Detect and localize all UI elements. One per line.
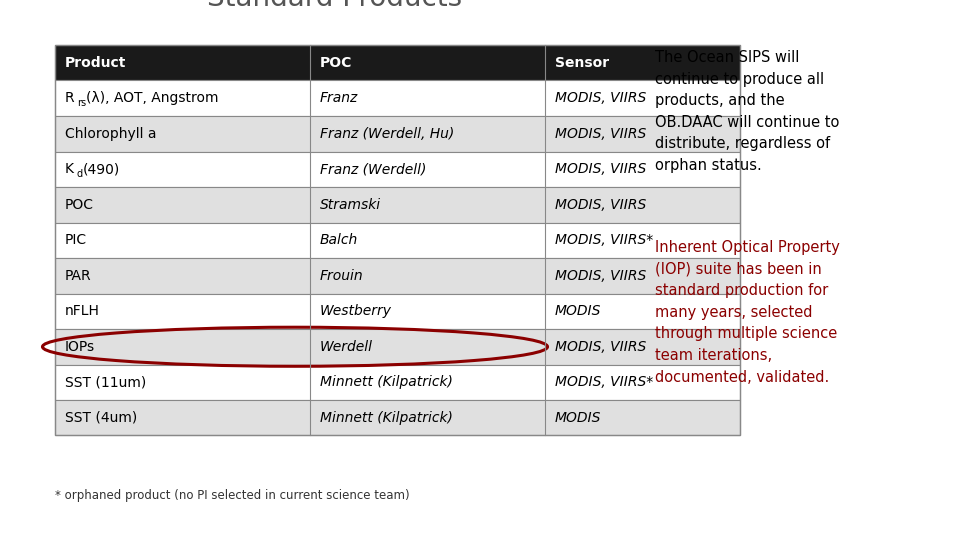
Text: POC: POC xyxy=(320,56,352,70)
Text: Inherent Optical Property
(IOP) suite has been in
standard production for
many y: Inherent Optical Property (IOP) suite ha… xyxy=(655,240,840,384)
Text: SST (11um): SST (11um) xyxy=(65,375,146,389)
Bar xyxy=(55,152,740,187)
Text: * orphaned product (no PI selected in current science team): * orphaned product (no PI selected in cu… xyxy=(55,489,410,502)
Bar xyxy=(55,116,740,152)
Text: POC: POC xyxy=(65,198,94,212)
Text: MODIS, VIIRS: MODIS, VIIRS xyxy=(555,269,646,283)
Text: SST (4um): SST (4um) xyxy=(65,411,137,425)
Text: Werdell: Werdell xyxy=(320,340,373,354)
Text: d: d xyxy=(77,168,83,179)
Text: PAR: PAR xyxy=(65,269,91,283)
Text: K: K xyxy=(65,162,74,176)
Text: Sensor: Sensor xyxy=(555,56,610,70)
Text: (490): (490) xyxy=(83,162,120,176)
Bar xyxy=(55,329,740,365)
Text: MODIS: MODIS xyxy=(555,411,601,425)
Text: Franz (Werdell, Hu): Franz (Werdell, Hu) xyxy=(320,127,454,141)
Text: Balch: Balch xyxy=(320,233,358,247)
Text: Chlorophyll a: Chlorophyll a xyxy=(65,127,156,141)
Text: MODIS, VIIRS: MODIS, VIIRS xyxy=(555,340,646,354)
Bar xyxy=(55,45,740,80)
Text: Minnett (Kilpatrick): Minnett (Kilpatrick) xyxy=(320,375,453,389)
Bar xyxy=(55,400,740,435)
Text: The Ocean SIPS will
continue to produce all
products, and the
OB.DAAC will conti: The Ocean SIPS will continue to produce … xyxy=(655,50,839,173)
Text: Westberry: Westberry xyxy=(320,304,392,318)
Bar xyxy=(55,80,740,116)
Text: nFLH: nFLH xyxy=(65,304,100,318)
Bar xyxy=(55,258,740,294)
Text: MODIS, VIIRS: MODIS, VIIRS xyxy=(555,91,646,105)
Bar xyxy=(55,294,740,329)
Text: Franz: Franz xyxy=(320,91,358,105)
Text: R: R xyxy=(65,91,75,105)
Text: Minnett (Kilpatrick): Minnett (Kilpatrick) xyxy=(320,411,453,425)
Text: rs: rs xyxy=(78,98,86,108)
Text: MODIS, VIIRS*: MODIS, VIIRS* xyxy=(555,375,653,389)
Bar xyxy=(55,45,740,435)
Bar xyxy=(55,222,740,258)
Text: Frouin: Frouin xyxy=(320,269,364,283)
Text: IOPs: IOPs xyxy=(65,340,95,354)
Bar xyxy=(55,364,740,400)
Text: MODIS, VIIRS: MODIS, VIIRS xyxy=(555,162,646,176)
Text: MODIS: MODIS xyxy=(555,304,601,318)
Text: MODIS, VIIRS: MODIS, VIIRS xyxy=(555,198,646,212)
Text: MODIS, VIIRS*: MODIS, VIIRS* xyxy=(555,233,653,247)
Text: Franz (Werdell): Franz (Werdell) xyxy=(320,162,426,176)
Text: MODIS, VIIRS: MODIS, VIIRS xyxy=(555,127,646,141)
Bar xyxy=(55,187,740,222)
Text: (λ), AOT, Angstrom: (λ), AOT, Angstrom xyxy=(86,91,219,105)
Text: Standard Products: Standard Products xyxy=(207,0,463,12)
Text: Product: Product xyxy=(65,56,127,70)
Text: Stramski: Stramski xyxy=(320,198,381,212)
Text: PIC: PIC xyxy=(65,233,87,247)
